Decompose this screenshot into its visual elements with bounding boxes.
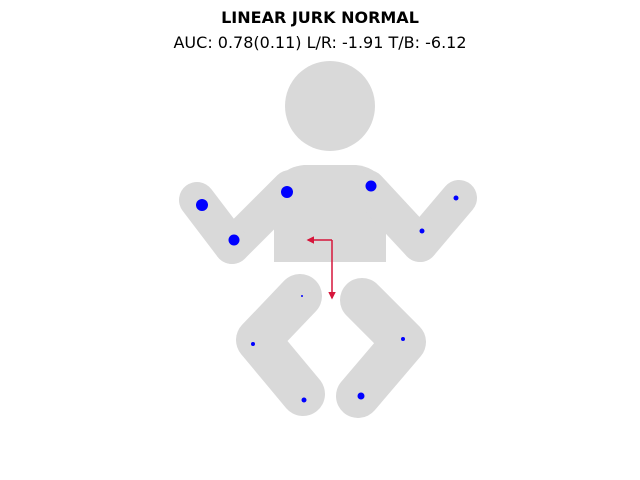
marker-hip-center <box>301 295 303 297</box>
marker-right-elbow <box>419 228 425 234</box>
marker-left-shoulder <box>281 186 293 198</box>
chart-title: LINEAR JURK NORMAL <box>221 8 419 27</box>
marker-left-hand <box>196 199 208 211</box>
marker-left-knee <box>251 342 255 346</box>
marker-left-foot <box>301 397 307 403</box>
chart-subtitle: AUC: 0.78(0.11) L/R: -1.91 T/B: -6.12 <box>173 33 467 52</box>
marker-right-knee <box>401 337 405 341</box>
head <box>285 61 375 151</box>
marker-left-elbow <box>228 234 240 246</box>
marker-right-shoulder <box>365 180 377 192</box>
body-silhouette <box>179 61 477 418</box>
marker-right-foot <box>357 392 365 400</box>
right-leg <box>336 278 426 418</box>
movement-vector <box>306 236 336 300</box>
marker-right-hand <box>453 195 459 201</box>
right-forearm <box>402 180 477 262</box>
marker-layer <box>196 180 459 403</box>
left-leg <box>236 274 325 416</box>
